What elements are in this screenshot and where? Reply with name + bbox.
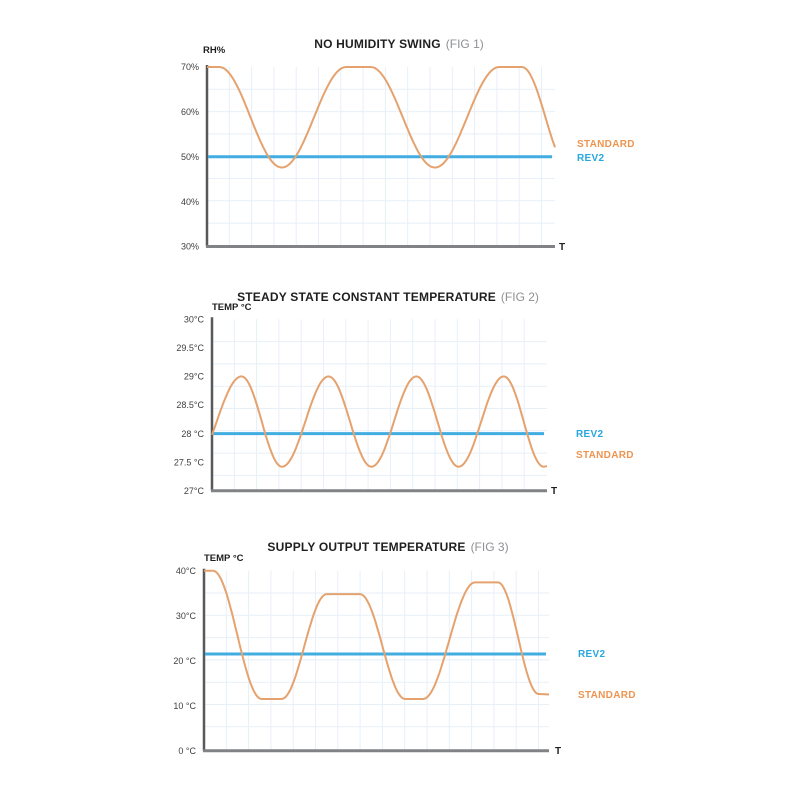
- chart2-title-main: STEADY STATE CONSTANT TEMPERATURE: [237, 290, 496, 304]
- chart2-y-axis-label: TEMP °C: [212, 302, 252, 313]
- grid-lines: [212, 319, 547, 491]
- chart1-standard-label: STANDARD: [577, 139, 635, 150]
- y-tick-label: 0 °C: [178, 746, 196, 756]
- y-tick-label: 70%: [181, 62, 199, 72]
- chart1-title-main: NO HUMIDITY SWING: [314, 37, 441, 51]
- y-tick-label: 28 °C: [181, 429, 204, 439]
- y-tick-label: 29.5°C: [176, 343, 204, 353]
- chart3-x-axis-label: T: [555, 746, 561, 757]
- plot-area-fig1: 70% 60% 50% 40% 30%: [181, 62, 556, 252]
- chart3-standard-label: STANDARD: [578, 690, 636, 701]
- chart2-standard-label: STANDARD: [576, 450, 634, 461]
- chart1-y-axis-label: RH%: [203, 45, 226, 56]
- y-tick-label: 28.5°C: [176, 400, 204, 410]
- y-tick-label: 20 °C: [173, 656, 196, 666]
- plot-area-fig3: 40°C 30°C 20 °C 10 °C 0 °C: [173, 566, 550, 756]
- y-tick-label: 27.5 °C: [174, 457, 205, 467]
- chart1-rev2-label: REV2: [577, 153, 604, 164]
- y-tick-label: 50%: [181, 152, 199, 162]
- y-tick-label: 30°C: [184, 315, 205, 325]
- y-tick-label: 10 °C: [173, 701, 196, 711]
- chart2-rev2-label: REV2: [576, 429, 603, 440]
- y-tick-label: 40%: [181, 197, 199, 207]
- chart3-rev2-label: REV2: [578, 649, 605, 660]
- y-tick-label: 30°C: [176, 611, 197, 621]
- standard-curve: [204, 569, 550, 700]
- y-tick-label: 27°C: [184, 486, 205, 496]
- y-tick-label: 29°C: [184, 372, 205, 382]
- chart3-fig-label: (FIG 3): [471, 540, 509, 554]
- chart3-title-main: SUPPLY OUTPUT TEMPERATURE: [267, 540, 465, 554]
- chart3-title: SUPPLY OUTPUT TEMPERATURE (FIG 3): [267, 540, 508, 554]
- chart3-y-axis-label: TEMP °C: [204, 553, 244, 564]
- y-tick-label: 40°C: [176, 566, 197, 576]
- standard-curve: [211, 375, 548, 468]
- chart2-fig-label: (FIG 2): [501, 290, 539, 304]
- chart2-title: STEADY STATE CONSTANT TEMPERATURE (FIG 2): [237, 290, 539, 304]
- chart1-x-axis-label: T: [559, 242, 565, 253]
- y-tick-label: 30%: [181, 242, 199, 252]
- standard-curve: [207, 66, 556, 169]
- chart1-title: NO HUMIDITY SWING (FIG 1): [314, 37, 484, 51]
- chart1-fig-label: (FIG 1): [446, 37, 484, 51]
- chart2-x-axis-label: T: [551, 486, 557, 497]
- grid-lines: [204, 570, 549, 751]
- plot-area-fig2: 30°C 29.5°C 29°C 28.5°C 28 °C 27.5 °C 27°C: [174, 315, 548, 496]
- y-tick-label: 60%: [181, 107, 199, 117]
